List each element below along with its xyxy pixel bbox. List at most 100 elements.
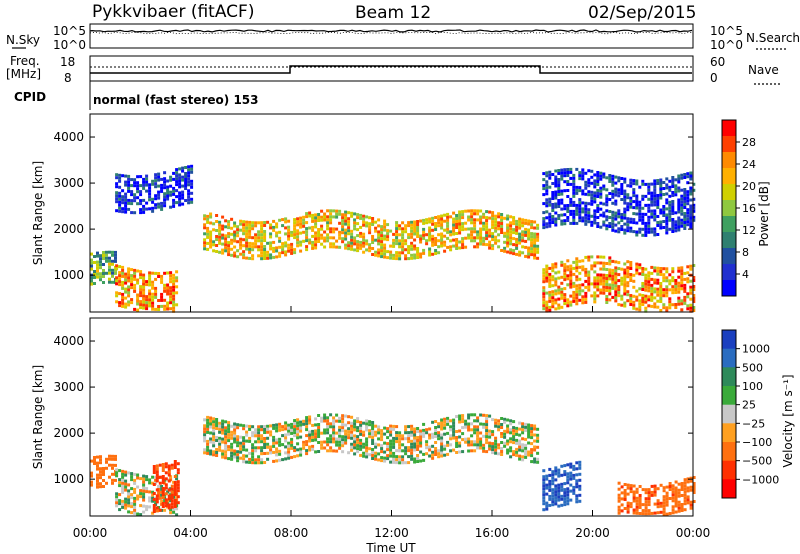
heatmap-cell [350,229,354,233]
heatmap-cell [332,245,336,249]
heatmap-cell [656,182,660,185]
heatmap-cell [578,466,582,470]
nave-tick-top: 60 [710,55,725,69]
heatmap-cell [266,436,270,440]
heatmap-cell [566,183,570,186]
heatmap-cell [251,236,255,240]
heatmap-cell [671,221,675,224]
heatmap-cell [653,290,657,294]
heatmap-cell [395,425,399,429]
heatmap-cell [599,201,603,205]
heatmap-cell [518,238,522,242]
heatmap-cell [329,242,333,246]
colorbar-swatch [722,232,736,249]
heatmap-cell [221,248,225,252]
heatmap-cell [161,481,165,484]
heatmap-cell [605,289,609,292]
heatmap-cell [674,190,678,194]
heatmap-cell [557,199,561,202]
heatmap-cell [242,223,246,227]
heatmap-cell [245,241,249,245]
heatmap-cell [155,494,159,498]
heatmap-cell [686,193,690,197]
heatmap-cell [551,191,555,194]
heatmap-cell [635,295,639,299]
heatmap-cell [105,457,108,461]
heatmap-cell [689,216,693,220]
heatmap-cell [236,435,240,439]
heatmap-cell [215,229,219,232]
heatmap-cell [124,497,128,501]
heatmap-cell [545,204,549,208]
heatmap-cell [263,440,267,443]
heatmap-cell [142,210,146,214]
heatmap-cell [121,268,125,272]
heatmap-cell [90,279,93,283]
heatmap-cell [251,443,255,447]
heatmap-cell [155,497,159,501]
heatmap-cell [578,460,582,464]
heatmap-cell [644,488,648,492]
heatmap-cell [93,261,96,264]
heatmap-cell [332,437,336,441]
heatmap-cell [572,290,576,294]
heatmap-cell [596,222,600,225]
heatmap-cell [662,193,666,196]
heatmap-cell [605,176,609,180]
heatmap-cell [308,415,312,419]
heatmap-cell [413,253,417,257]
heatmap-cell [566,478,570,482]
heatmap-cell [281,434,285,438]
heatmap-cell [449,419,453,423]
heatmap-cell [620,183,624,186]
heatmap-cell [692,309,696,312]
heatmap-cell [488,429,492,433]
heatmap-cell [515,225,519,229]
heatmap-cell [605,295,609,298]
heatmap-cell [677,290,681,294]
heatmap-cell [254,446,258,450]
heatmap-cell [491,214,495,218]
heatmap-cell [105,250,108,254]
heatmap-cell [653,233,657,237]
heatmap-cell [398,437,402,441]
heatmap-cell [284,232,288,236]
heatmap-cell [659,196,663,200]
heatmap-cell [605,298,609,301]
heatmap-cell [166,271,170,275]
heatmap-cell [485,234,489,238]
heatmap-cell [356,444,360,448]
heatmap-cell [659,285,663,288]
heatmap-cell [671,270,675,274]
heatmap-cell [350,211,354,215]
heatmap-cell [115,501,119,505]
heatmap-cell [127,207,131,211]
heatmap-cell [644,309,648,313]
heatmap-cell [464,425,468,429]
heatmap-cell [178,182,182,186]
heatmap-cell [170,484,174,488]
heatmap-cell [557,217,561,220]
heatmap-cell [347,433,351,437]
heatmap-cell [572,173,576,177]
colorbar-swatch [722,423,736,443]
heatmap-cell [557,190,561,193]
heatmap-cell [602,175,606,179]
heatmap-cell [671,185,675,188]
heatmap-cell [359,423,363,427]
heatmap-cell [173,505,177,508]
heatmap-cell [578,177,582,181]
heatmap-cell [407,221,411,225]
heatmap-cell [398,431,402,435]
heatmap-cell [142,303,146,307]
heatmap-cell [467,416,471,420]
heatmap-cell [674,480,678,484]
heatmap-cell [105,256,108,260]
heatmap-cell [353,452,357,456]
heatmap-cell [644,182,648,186]
heatmap-cell [605,224,609,228]
heatmap-cell [692,488,696,491]
heatmap-cell [278,443,282,447]
heatmap-cell [548,467,552,471]
heatmap-cell [130,277,134,281]
